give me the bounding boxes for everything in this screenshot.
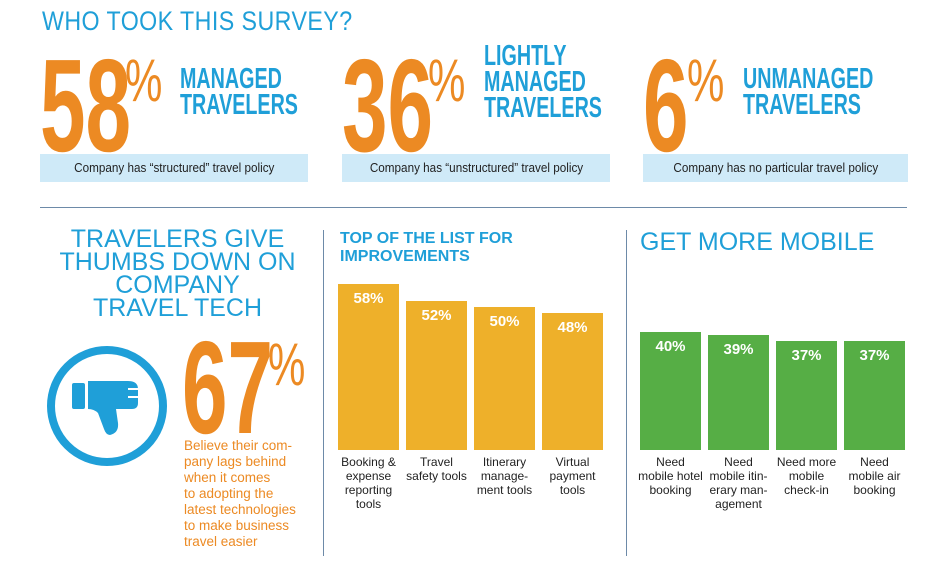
category-line: safety tools xyxy=(406,469,467,483)
mobile-chart: 40% Need mobile hotel booking 39% Need mobile … xyxy=(638,270,910,550)
segment-unmanaged: 6 % UNMANAGED TRAVELERS xyxy=(643,40,908,172)
bar: 37% xyxy=(776,340,837,450)
category-label: Virtual payment tools xyxy=(538,455,607,497)
segment-percent: 36 xyxy=(342,40,489,172)
label-line: TRAVELERS xyxy=(180,89,298,121)
thumbs-title: TRAVELERS GIVE THUMBS DOWN ON COMPANY TR… xyxy=(40,225,315,322)
segment-percent: 6 xyxy=(643,40,716,172)
policy-badge: Company has no particular travel policy xyxy=(643,154,908,182)
percent-value: 36 xyxy=(342,32,434,179)
bar: 39% xyxy=(708,334,769,450)
category-line: Need xyxy=(656,455,685,469)
category-line: tools xyxy=(355,497,382,511)
improvements-title: TOP OF THE LIST FOR IMPROVEMENTS xyxy=(340,230,513,265)
category-line: Travel xyxy=(420,455,453,469)
percent-sign: % xyxy=(125,47,163,114)
category-line: Need more xyxy=(776,455,837,469)
bar-value-label: 48% xyxy=(557,318,588,336)
category-line: ment tools xyxy=(476,483,533,497)
column-divider xyxy=(323,230,324,556)
category-label: Travel safety tools xyxy=(402,455,471,483)
title-line: COMPANY xyxy=(115,271,240,299)
category-line: Virtual xyxy=(555,455,590,469)
segment-label: UNMANAGED TRAVELERS xyxy=(743,63,874,121)
thumbs-percent: 67 xyxy=(182,322,329,454)
desc-line: Believe their com- xyxy=(184,438,293,453)
bar-value-label: 37% xyxy=(859,346,890,364)
segment-lightly-managed: 36 % LIGHTLY MANAGED TRAVELERS xyxy=(342,40,610,172)
desc-line: to make business xyxy=(184,518,290,533)
percent-value: 67 xyxy=(182,314,274,461)
bar: 58% xyxy=(338,284,399,450)
label-line: TRAVELERS xyxy=(484,92,602,124)
thumbs-description: Believe their com- pany lags behind when… xyxy=(184,438,319,550)
bar-value-label: 50% xyxy=(489,312,520,330)
segment-label: MANAGED TRAVELERS xyxy=(180,63,298,121)
category-line: agement xyxy=(715,497,762,511)
label-line: UNMANAGED xyxy=(743,63,874,95)
title-line: TRAVEL TECH xyxy=(92,294,263,322)
category-label: Need mobile hotel booking xyxy=(636,455,705,497)
category-line: Need xyxy=(724,455,753,469)
category-line: payment xyxy=(549,469,596,483)
category-line: manage- xyxy=(480,469,529,483)
improvements-chart: 58% Booking & expense reporting tools 52% Trav… xyxy=(338,270,608,550)
category-line: erary man- xyxy=(709,483,768,497)
segment-managed: 58 % MANAGED TRAVELERS xyxy=(40,40,308,172)
policy-badge: Company has “structured” travel policy xyxy=(40,154,308,182)
desc-line: to adopting the xyxy=(184,486,274,501)
label-line: LIGHTLY xyxy=(484,40,567,72)
category-line: tools xyxy=(559,483,586,497)
category-line: mobile itin- xyxy=(709,469,768,483)
thumbs-down-icon xyxy=(46,345,168,467)
category-line: mobile xyxy=(788,469,825,483)
column-divider xyxy=(626,230,627,556)
section-divider xyxy=(40,207,907,208)
category-label: Booking & expense reporting tools xyxy=(334,455,403,511)
category-line: booking xyxy=(853,483,896,497)
percent-value: 58 xyxy=(40,32,132,179)
bar: 40% xyxy=(640,332,701,450)
category-line: reporting xyxy=(344,483,393,497)
category-label: Need mobile air booking xyxy=(840,455,909,497)
bar-value-label: 37% xyxy=(791,346,822,364)
bar-value-label: 40% xyxy=(655,338,686,355)
title-line: TRAVELERS GIVE xyxy=(70,225,285,253)
bar: 50% xyxy=(474,306,535,450)
category-label: Need mobile itin-erary man-agement xyxy=(704,455,773,511)
bar-value-label: 39% xyxy=(723,340,754,358)
category-label: Need more mobile check-in xyxy=(772,455,841,497)
bar: 37% xyxy=(844,340,905,450)
title-line: THUMBS DOWN ON xyxy=(59,248,296,276)
bar: 48% xyxy=(542,312,603,450)
percent-sign: % xyxy=(687,47,725,114)
desc-line: when it comes xyxy=(184,470,271,485)
segment-label: LIGHTLY MANAGED TRAVELERS xyxy=(484,40,602,124)
label-line: MANAGED xyxy=(484,66,586,98)
percent-sign: % xyxy=(428,47,466,114)
bar: 52% xyxy=(406,301,467,450)
category-line: expense xyxy=(345,469,392,483)
category-line: check-in xyxy=(784,483,829,497)
category-line: mobile hotel xyxy=(638,469,703,483)
desc-line: latest technologies xyxy=(184,502,296,517)
category-line: Booking & xyxy=(341,455,396,469)
desc-line: pany lags behind xyxy=(184,454,287,469)
survey-title: WHO TOOK THIS SURVEY? xyxy=(42,6,353,36)
category-line: booking xyxy=(649,483,692,497)
category-line: mobile air xyxy=(848,469,901,483)
percent-value: 6 xyxy=(643,32,689,179)
desc-line: travel easier xyxy=(184,534,258,549)
mobile-title: GET MORE MOBILE xyxy=(640,228,875,256)
policy-badge: Company has “unstructured” travel policy xyxy=(342,154,610,182)
percent-sign: % xyxy=(268,331,306,398)
category-line: Need xyxy=(860,455,889,469)
category-label: Itinerary manage-ment tools xyxy=(470,455,539,497)
label-line: MANAGED xyxy=(180,63,282,95)
bar-value-label: 58% xyxy=(353,290,384,307)
segment-percent: 58 xyxy=(40,40,187,172)
bar-value-label: 52% xyxy=(421,307,452,325)
category-line: Itinerary xyxy=(482,455,527,469)
label-line: TRAVELERS xyxy=(743,89,861,121)
